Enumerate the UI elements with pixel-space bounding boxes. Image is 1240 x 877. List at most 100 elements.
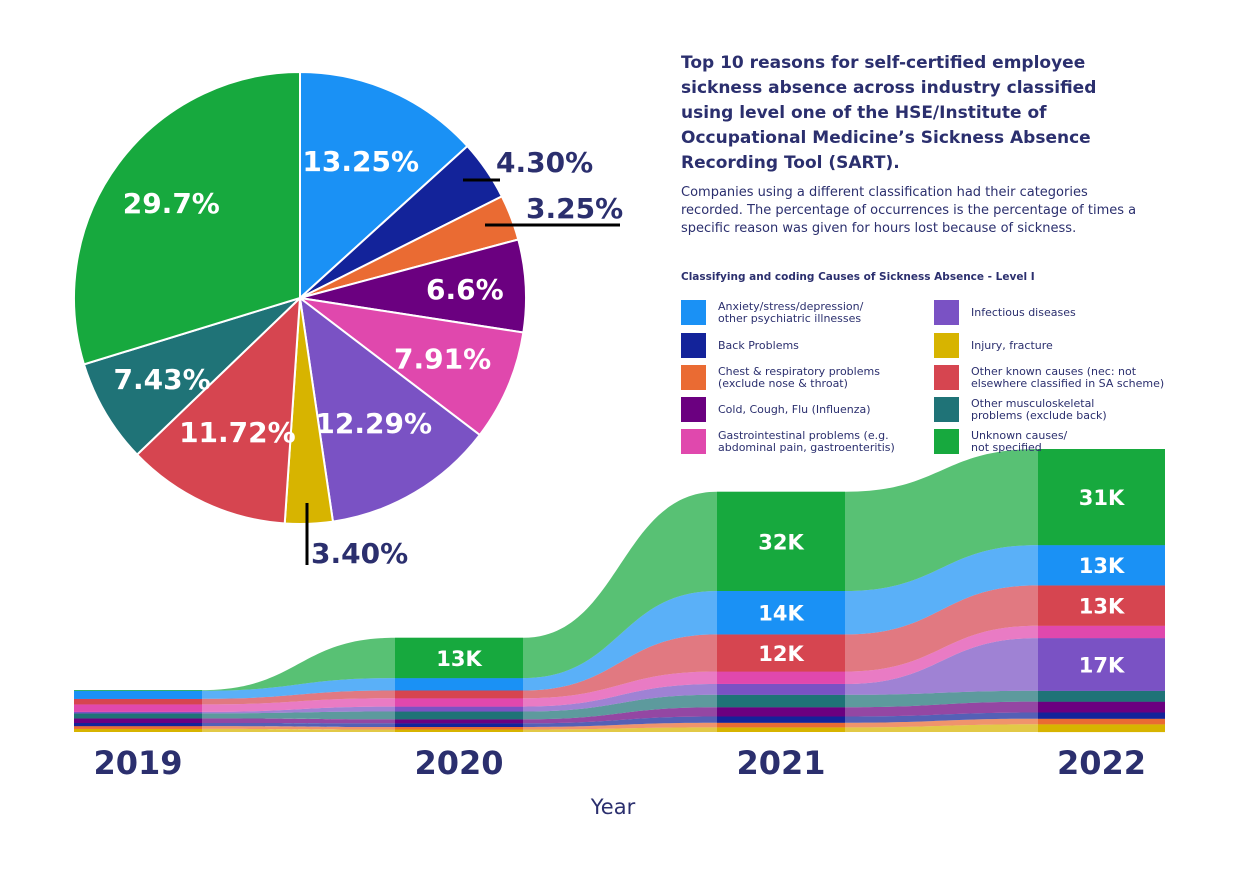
stream-year-block [395, 678, 523, 691]
stream-year-block [1038, 449, 1165, 546]
legend-label: Unknown causes/ not specified [971, 428, 1068, 454]
pie-slice [82, 297, 301, 457]
stream-value-label: 12K [758, 642, 804, 666]
stream-year-block [395, 690, 523, 699]
pie-slice-label: 3.25% [526, 192, 623, 225]
stream-year-block [1038, 545, 1165, 586]
stream-year-block [74, 728, 202, 732]
legend-item-other-known: Other known causes (nec: not elsewhere c… [934, 365, 1186, 390]
pie-slice-label: 7.43% [114, 363, 211, 396]
stream-year-block [717, 634, 845, 672]
stream-year-block [1038, 724, 1165, 733]
streamgraph: 13K 32K 14K 12K 31K 17K 13K 13K 2019 2020 2021 2022… [74, 449, 1165, 819]
legend-item-musculoskeletal: Other musculoskeletal problems (exclude … [934, 397, 1186, 422]
legend-swatch [934, 300, 959, 325]
legend-item-cold: Cold, Cough, Flu (Influenza) [681, 397, 933, 422]
pie-slice [299, 297, 525, 437]
pie-slice [135, 295, 302, 525]
stream-year-block [717, 491, 845, 591]
legend-swatch [681, 365, 706, 390]
stream-band [74, 718, 1165, 730]
stream-year-block [74, 690, 202, 691]
chart-title: Top 10 reasons for self-certified employ… [681, 53, 1097, 173]
stream-value-label: 32K [758, 530, 804, 554]
stream-year-block [74, 713, 202, 719]
pie-slice [299, 70, 469, 301]
stream-year-block [395, 637, 523, 679]
pie-slice-label: 29.7% [123, 187, 220, 220]
stream-year-block [395, 719, 523, 724]
stream-value-label: 13K [1079, 554, 1125, 578]
stream-band [74, 701, 1165, 724]
pie-slice-label: 11.72% [179, 416, 296, 449]
stream-year-block [717, 671, 845, 684]
pie-slice-label: 12.29% [315, 407, 432, 440]
stream-year-block [74, 690, 202, 699]
stream-year-block [717, 716, 845, 723]
pie-slice-label: 7.91% [394, 343, 491, 376]
legend-label: Injury, fracture [971, 338, 1053, 352]
legend-label: Infectious diseases [971, 305, 1076, 319]
pie-slice-label: 3.40% [311, 537, 408, 570]
stream-year-block [74, 711, 202, 714]
legend-item-chest: Chest & respiratory problems (exclude no… [681, 365, 933, 390]
stream-year-block [1038, 690, 1165, 702]
stream-year-block [74, 723, 202, 727]
stream-year-block [395, 698, 523, 707]
stream-year-block [395, 727, 523, 730]
pie-slice-label: 4.30% [496, 146, 593, 179]
stream-value-label: 31K [1079, 486, 1125, 510]
legend-swatch [681, 429, 706, 454]
legend-swatch [681, 397, 706, 422]
stream-band [74, 449, 1165, 691]
pie-slice [298, 295, 482, 523]
legend-swatch [681, 300, 706, 325]
stream-band [74, 712, 1165, 727]
legend-label: Other known causes (nec: not elsewhere c… [971, 364, 1165, 390]
stream-year-block [395, 729, 523, 732]
stream-year-block [395, 711, 523, 720]
stream-value-label: 17K [1079, 653, 1125, 677]
stream-year-block [395, 706, 523, 712]
x-tick-label: 2020 [414, 744, 503, 782]
chart-subtitle: Companies using a different classificati… [681, 185, 1137, 236]
legend-swatch [934, 365, 959, 390]
pie-slice-label: 13.25% [302, 145, 419, 178]
stream-year-block [717, 727, 845, 732]
legend-label: Cold, Cough, Flu (Influenza) [718, 402, 871, 416]
stream-year-block [74, 718, 202, 723]
legend-item-gastro: Gastrointestinal problems (e.g. abdomina… [681, 429, 933, 454]
pie-slice [73, 70, 301, 366]
stream-year-block [717, 684, 845, 695]
x-tick-label: 2019 [93, 744, 182, 782]
x-tick-label: 2021 [736, 744, 825, 782]
stream-year-block [1038, 638, 1165, 691]
legend-item-anxiety: Anxiety/stress/depression/ other psychia… [681, 300, 933, 325]
legend-item-injury: Injury, fracture [934, 333, 1186, 358]
x-tick-label: 2022 [1057, 744, 1146, 782]
stream-value-label: 13K [1079, 595, 1125, 619]
pie-slice-label: 6.6% [426, 273, 504, 306]
stream-year-block [717, 707, 845, 717]
legend-swatch [681, 333, 706, 358]
legend-item-infectious: Infectious diseases [934, 300, 1186, 325]
stream-year-block [717, 694, 845, 708]
pie-chart: 13.25% 4.30% 3.25% 6.6% 7.91% 12.29% 3.40% 11.7… [73, 70, 623, 570]
stream-year-block [395, 723, 523, 727]
stream-band [74, 690, 1165, 720]
stream-year-block [1038, 701, 1165, 713]
stream-year-block [1038, 718, 1165, 725]
stream-year-block [1038, 625, 1165, 639]
stream-year-block [74, 726, 202, 729]
legend-label: Gastrointestinal problems (e.g. abdomina… [718, 428, 895, 454]
stream-year-block [717, 722, 845, 728]
legend-label: Chest & respiratory problems (exclude no… [718, 364, 880, 390]
legend-label: Back Problems [718, 338, 799, 352]
legend-item-back: Back Problems [681, 333, 933, 358]
stream-year-block [1038, 712, 1165, 719]
stream-year-block [717, 591, 845, 635]
legend-label: Anxiety/stress/depression/ other psychia… [718, 299, 864, 325]
stream-band [74, 724, 1165, 732]
legend-swatch [934, 429, 959, 454]
